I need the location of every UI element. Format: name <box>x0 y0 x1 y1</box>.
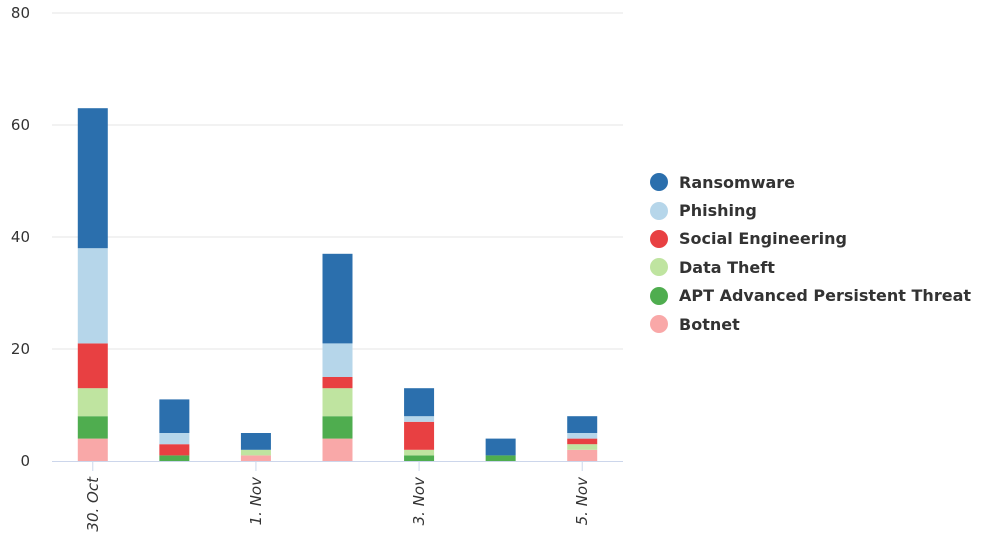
legend-label: Data Theft <box>679 257 775 277</box>
y-tick-label: 0 <box>20 452 30 470</box>
legend-item[interactable]: Data Theft <box>650 253 971 281</box>
x-tick-label: 5. Nov <box>573 476 591 525</box>
legend-marker-icon <box>650 173 668 192</box>
legend-item[interactable]: Phishing <box>650 196 971 224</box>
bar-segment <box>159 399 190 433</box>
bar-segment <box>322 438 353 461</box>
legend-label: Ransomware <box>679 172 796 192</box>
bar-segment <box>567 416 598 433</box>
bar-segment <box>567 438 598 445</box>
bar-segment <box>322 377 353 389</box>
legend-item[interactable]: Social Engineering <box>650 225 971 253</box>
y-tick-label: 80 <box>11 4 30 22</box>
bar-segment <box>322 343 353 377</box>
bar-segment <box>159 444 190 456</box>
bar-segment <box>159 433 190 445</box>
x-tick-label: 1. Nov <box>247 476 265 525</box>
legend-label: Botnet <box>679 314 740 334</box>
bar-segment <box>77 438 108 461</box>
legend-marker-icon <box>650 315 668 334</box>
y-tick-label: 40 <box>11 228 30 246</box>
bar-segment <box>77 416 108 439</box>
bar-segment <box>485 438 516 456</box>
legend-item[interactable]: Ransomware <box>650 168 971 196</box>
bar-segment <box>404 455 435 461</box>
bar-segment <box>567 444 598 450</box>
bar-segment <box>322 416 353 439</box>
bar-segment <box>240 455 271 461</box>
x-tick-label: 30. Oct <box>84 476 102 532</box>
legend-item[interactable]: Botnet <box>650 310 971 338</box>
bar-segment <box>404 388 435 417</box>
bar-segment <box>567 449 598 461</box>
bar-segment <box>77 343 108 389</box>
legend-label: APT Advanced Persistent Threat <box>679 286 972 306</box>
y-tick-label: 60 <box>11 116 30 134</box>
bar-segment <box>240 449 271 456</box>
bar-segment <box>77 388 108 417</box>
legend-marker-icon <box>650 258 668 277</box>
bar-segment <box>404 421 435 450</box>
bar-segment <box>77 108 108 249</box>
legend-item[interactable]: APT Advanced Persistent Threat <box>650 282 971 310</box>
bar-segment <box>485 455 516 461</box>
bar-segment <box>77 248 108 344</box>
bar-segment <box>404 416 435 422</box>
bar-segment <box>159 455 190 461</box>
legend-label: Phishing <box>679 201 757 221</box>
x-tick-label: 3. Nov <box>410 476 428 525</box>
bar-segment <box>567 433 598 439</box>
chart-legend: Ransomware Phishing Social Engineering Data… <box>650 168 971 338</box>
legend-label: Social Engineering <box>679 229 847 249</box>
legend-marker-icon <box>650 286 668 305</box>
bar-segment <box>240 433 271 450</box>
bar-segment <box>404 449 435 456</box>
bar-segment <box>322 388 353 417</box>
bar-segment <box>322 253 353 344</box>
legend-marker-icon <box>650 201 668 220</box>
legend-marker-icon <box>650 229 668 248</box>
y-tick-label: 20 <box>11 340 30 358</box>
